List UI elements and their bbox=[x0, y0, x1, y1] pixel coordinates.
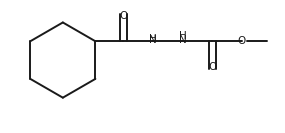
Text: O: O bbox=[119, 11, 127, 21]
Text: N: N bbox=[179, 35, 186, 45]
Text: O: O bbox=[208, 62, 216, 72]
Text: N: N bbox=[149, 35, 157, 45]
Text: O: O bbox=[238, 36, 246, 46]
Text: H: H bbox=[149, 34, 157, 44]
Text: H: H bbox=[179, 31, 186, 41]
